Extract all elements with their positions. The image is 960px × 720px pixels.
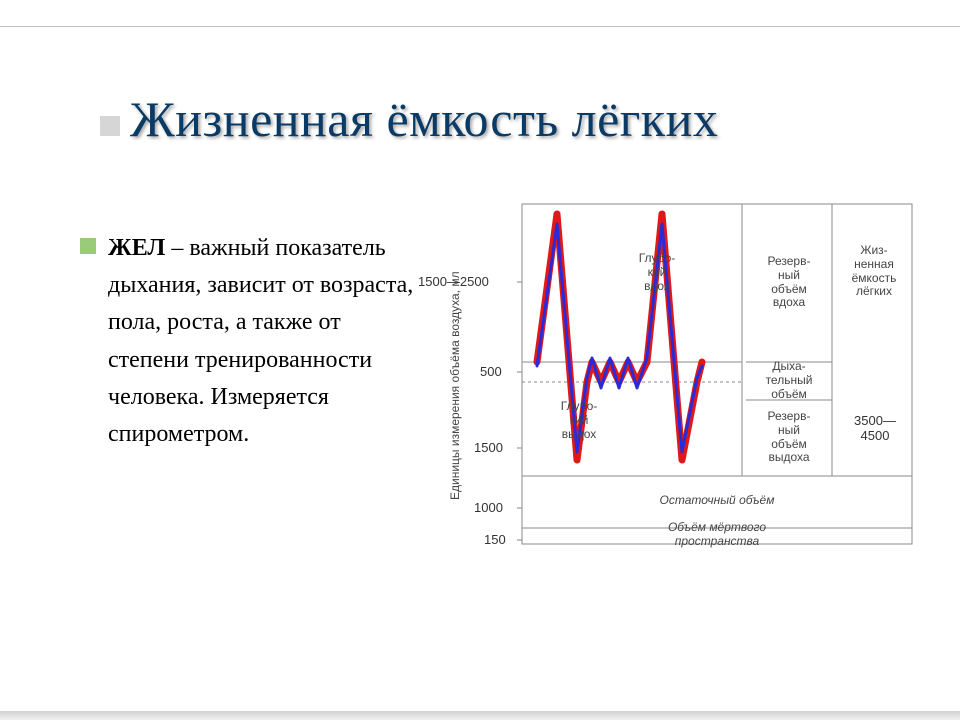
title-bullet-icon [100, 116, 120, 136]
body-row: ЖЕЛ – важный показатель дыхания, зависит… [80, 230, 420, 453]
body-block: ЖЕЛ – важный показатель дыхания, зависит… [80, 230, 420, 453]
title-row: Жизненная ёмкость лёгких [100, 90, 920, 148]
y-tick-label: 1500 [474, 440, 503, 455]
diagram-label: Резерв-ныйобъёмвдоха [748, 255, 830, 310]
body-text: ЖЕЛ – важный показатель дыхания, зависит… [108, 230, 420, 453]
body-desc: – важный показатель дыхания, зависит от … [108, 235, 413, 447]
diagram-label: Глубо-кийвдох [622, 252, 692, 293]
y-tick-label: 1000 [474, 500, 503, 515]
body-bullet-icon [80, 238, 96, 254]
y-tick-label: 150 [484, 532, 506, 547]
diagram-label: Объём мёртвогопространства [526, 521, 908, 549]
diagram-label: Глубо-кийвыдох [544, 400, 614, 441]
spirogram-diagram: Единицы измерения объёма воздуха, мл 150… [462, 190, 922, 650]
y-tick-label: 500 [480, 364, 502, 379]
y-axis-label: Единицы измерения объёма воздуха, мл [448, 271, 462, 500]
diagram-label: Дыха-тельныйобъём [748, 360, 830, 401]
diagram-label: 3500—4500 [840, 414, 910, 444]
slide: Жизненная ёмкость лёгких ЖЕЛ – важный по… [0, 0, 960, 720]
diagram-label: Остаточный объём [526, 494, 908, 508]
diagram-label: Резерв-ныйобъёмвыдоха [748, 410, 830, 465]
page-title: Жизненная ёмкость лёгких [130, 90, 718, 148]
diagram-label: Жиз-неннаяёмкостьлёгких [838, 244, 910, 299]
zhel-abbrev: ЖЕЛ [108, 235, 165, 261]
y-tick-label: 1500—2500 [418, 274, 489, 289]
bottom-shadow [0, 711, 960, 720]
top-divider [0, 26, 960, 27]
